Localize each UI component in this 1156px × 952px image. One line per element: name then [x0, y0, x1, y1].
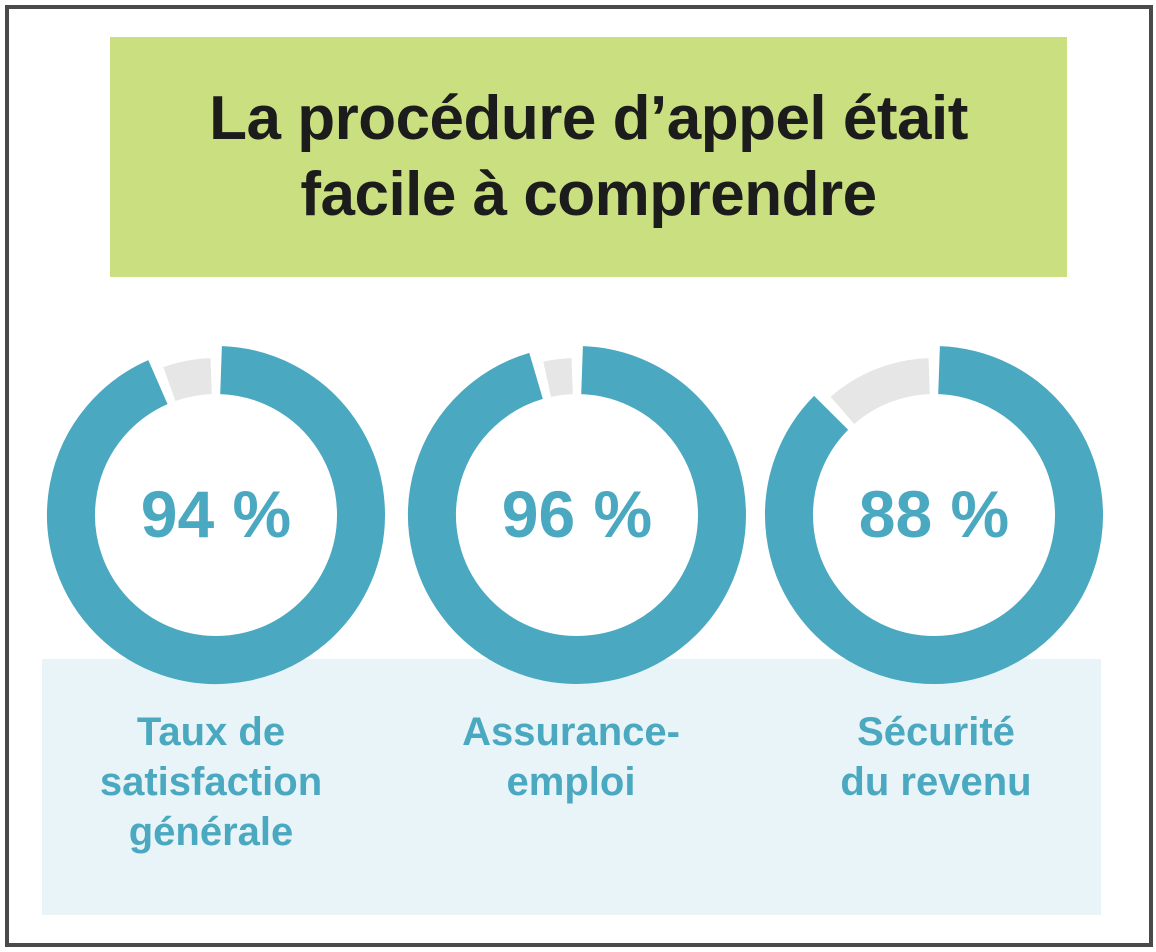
donut-1-remainder-arc [163, 358, 213, 402]
chart-title: La procédure d’appel était facile à comp… [139, 81, 1039, 233]
donut-3-remainder-arc [830, 358, 931, 425]
category-label-2-line-2: emploi [506, 760, 636, 804]
category-label-1: Taux de satisfaction générale [61, 707, 361, 857]
category-label-3-line-1: Sécurité [857, 710, 1015, 754]
category-label-3: Sécurité du revenu [786, 707, 1086, 807]
donut-2-remainder-arc [543, 358, 574, 397]
category-label-3-line-2: du revenu [840, 760, 1032, 804]
donut-2-value-label: 96 % [502, 477, 652, 551]
category-label-1-line-3: générale [128, 810, 294, 854]
donut-1-value-label: 94 % [141, 477, 291, 551]
donut-3-filled-arc [765, 346, 1103, 684]
category-label-2-line-1: Assurance- [462, 710, 680, 754]
label-band [42, 659, 1101, 915]
donut-3-value-label: 88 % [859, 477, 1009, 551]
category-label-2: Assurance- emploi [421, 707, 721, 807]
category-label-1-line-2: satisfaction [99, 760, 323, 804]
title-banner: La procédure d’appel était facile à comp… [110, 37, 1067, 277]
donut-1-filled-arc [47, 346, 385, 684]
title-line-2: facile à comprendre [300, 160, 877, 229]
donut-2-filled-arc [408, 346, 746, 684]
title-line-1: La procédure d’appel était [209, 84, 968, 153]
category-label-1-line-1: Taux de [136, 710, 286, 754]
